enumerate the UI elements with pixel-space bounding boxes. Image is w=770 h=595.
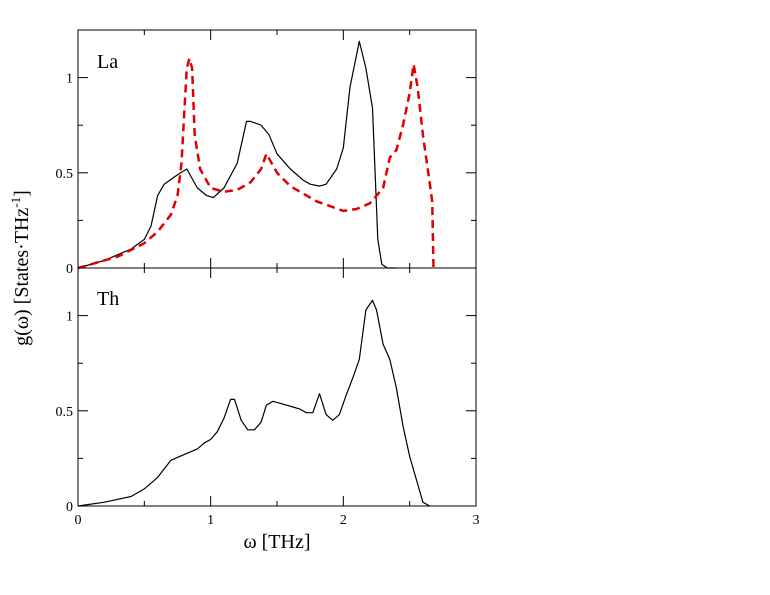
series-line-solid xyxy=(77,299,430,507)
y-axis-title-main: g(ω) [States·THz xyxy=(11,208,33,346)
y-tick-label: 1 xyxy=(66,310,73,325)
top-panel-label: La xyxy=(97,51,118,73)
x-tick-label: 3 xyxy=(473,513,480,528)
top-panel-series xyxy=(77,40,435,270)
top-panel-ticks xyxy=(77,29,477,269)
x-tick-label: 0 xyxy=(75,513,82,528)
y-axis-title-close: ] xyxy=(11,190,33,197)
y-tick-label: 1 xyxy=(66,72,73,87)
series-line-dashed xyxy=(77,57,435,270)
y-tick-label: 0.5 xyxy=(56,405,74,420)
bottom-panel-ticks xyxy=(77,267,477,507)
bottom-panel-label: Th xyxy=(97,288,119,310)
y-axis-title-exponent: -1 xyxy=(8,197,23,208)
x-tick-labels: 0 1 2 3 xyxy=(75,513,480,528)
y-tick-label: 0 xyxy=(66,262,73,277)
top-panel-y-tick-labels: 00.51 xyxy=(56,72,74,277)
top-panel-la: La 00.51 xyxy=(56,29,477,277)
bottom-panel-series xyxy=(77,299,430,507)
bottom-panel-th: Th 00.51 xyxy=(56,267,477,515)
series-line-solid xyxy=(77,40,397,269)
bottom-panel-y-tick-labels: 00.51 xyxy=(56,310,74,515)
x-tick-label: 2 xyxy=(340,513,347,528)
x-tick-label: 1 xyxy=(207,513,214,528)
bottom-panel-frame xyxy=(77,267,477,507)
x-axis-title: ω [THz] xyxy=(243,531,310,553)
y-axis-title: g(ω) [States·THz-1] xyxy=(8,190,33,346)
top-panel-frame xyxy=(77,29,477,269)
y-tick-label: 0 xyxy=(66,500,73,515)
y-tick-label: 0.5 xyxy=(56,167,74,182)
